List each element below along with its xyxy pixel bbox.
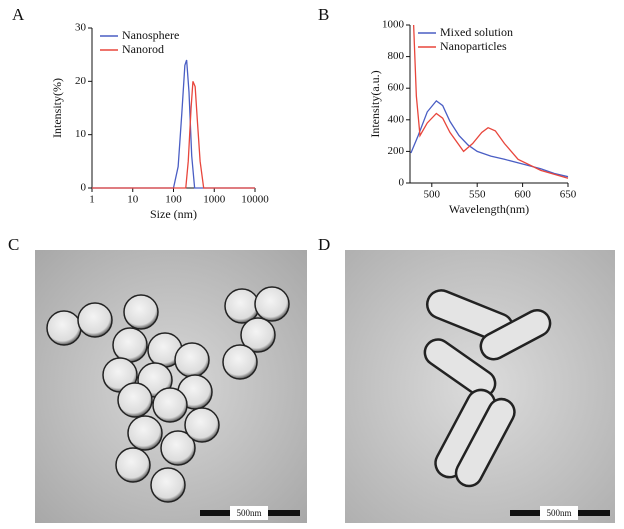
scale-bar-label: 500nm	[236, 508, 261, 518]
legend-label: Nanorod	[122, 42, 164, 56]
micrograph-c: 500nm	[35, 250, 307, 523]
y-tick-label: 400	[388, 113, 405, 125]
axis-line	[91, 28, 255, 189]
series-line	[410, 99, 569, 178]
series-line	[92, 81, 255, 189]
x-tick-label: 10	[127, 194, 139, 206]
panel-label: A	[12, 5, 25, 24]
x-axis-label: Wavelength(nm)	[449, 202, 529, 216]
panel-label: D	[318, 235, 330, 254]
series-line	[92, 59, 255, 189]
x-tick-label: 650	[560, 189, 577, 201]
y-tick-label: 600	[388, 82, 405, 94]
y-tick-label: 0	[81, 182, 87, 194]
x-tick-label: 10000	[241, 194, 269, 206]
x-tick-label: 1000	[203, 194, 226, 206]
series-line	[412, 24, 569, 179]
x-tick-label: 1	[89, 194, 95, 206]
x-tick-label: 500	[424, 189, 441, 201]
legend-label: Mixed solution	[440, 25, 513, 39]
y-axis-label: Intensity(%)	[50, 78, 64, 138]
x-axis-label: Size (nm)	[150, 207, 197, 221]
y-tick-label: 200	[388, 145, 405, 157]
y-tick-label: 10	[75, 128, 87, 140]
legend-label: Nanosphere	[122, 28, 179, 42]
scale-bar-label: 500nm	[546, 508, 571, 518]
y-tick-label: 800	[388, 50, 405, 62]
y-tick-label: 30	[75, 22, 87, 34]
y-tick-label: 1000	[382, 19, 405, 31]
panel-label: B	[318, 5, 329, 24]
x-tick-label: 100	[165, 194, 182, 206]
y-axis-label: Intensity(a.u.)	[368, 70, 382, 137]
micrograph-d: 500nm	[345, 250, 615, 523]
x-tick-label: 600	[514, 189, 531, 201]
legend-label: Nanoparticles	[440, 39, 507, 53]
y-tick-label: 0	[399, 177, 405, 189]
x-tick-label: 550	[469, 189, 486, 201]
y-tick-label: 20	[75, 75, 87, 87]
panel-label: C	[8, 235, 19, 254]
